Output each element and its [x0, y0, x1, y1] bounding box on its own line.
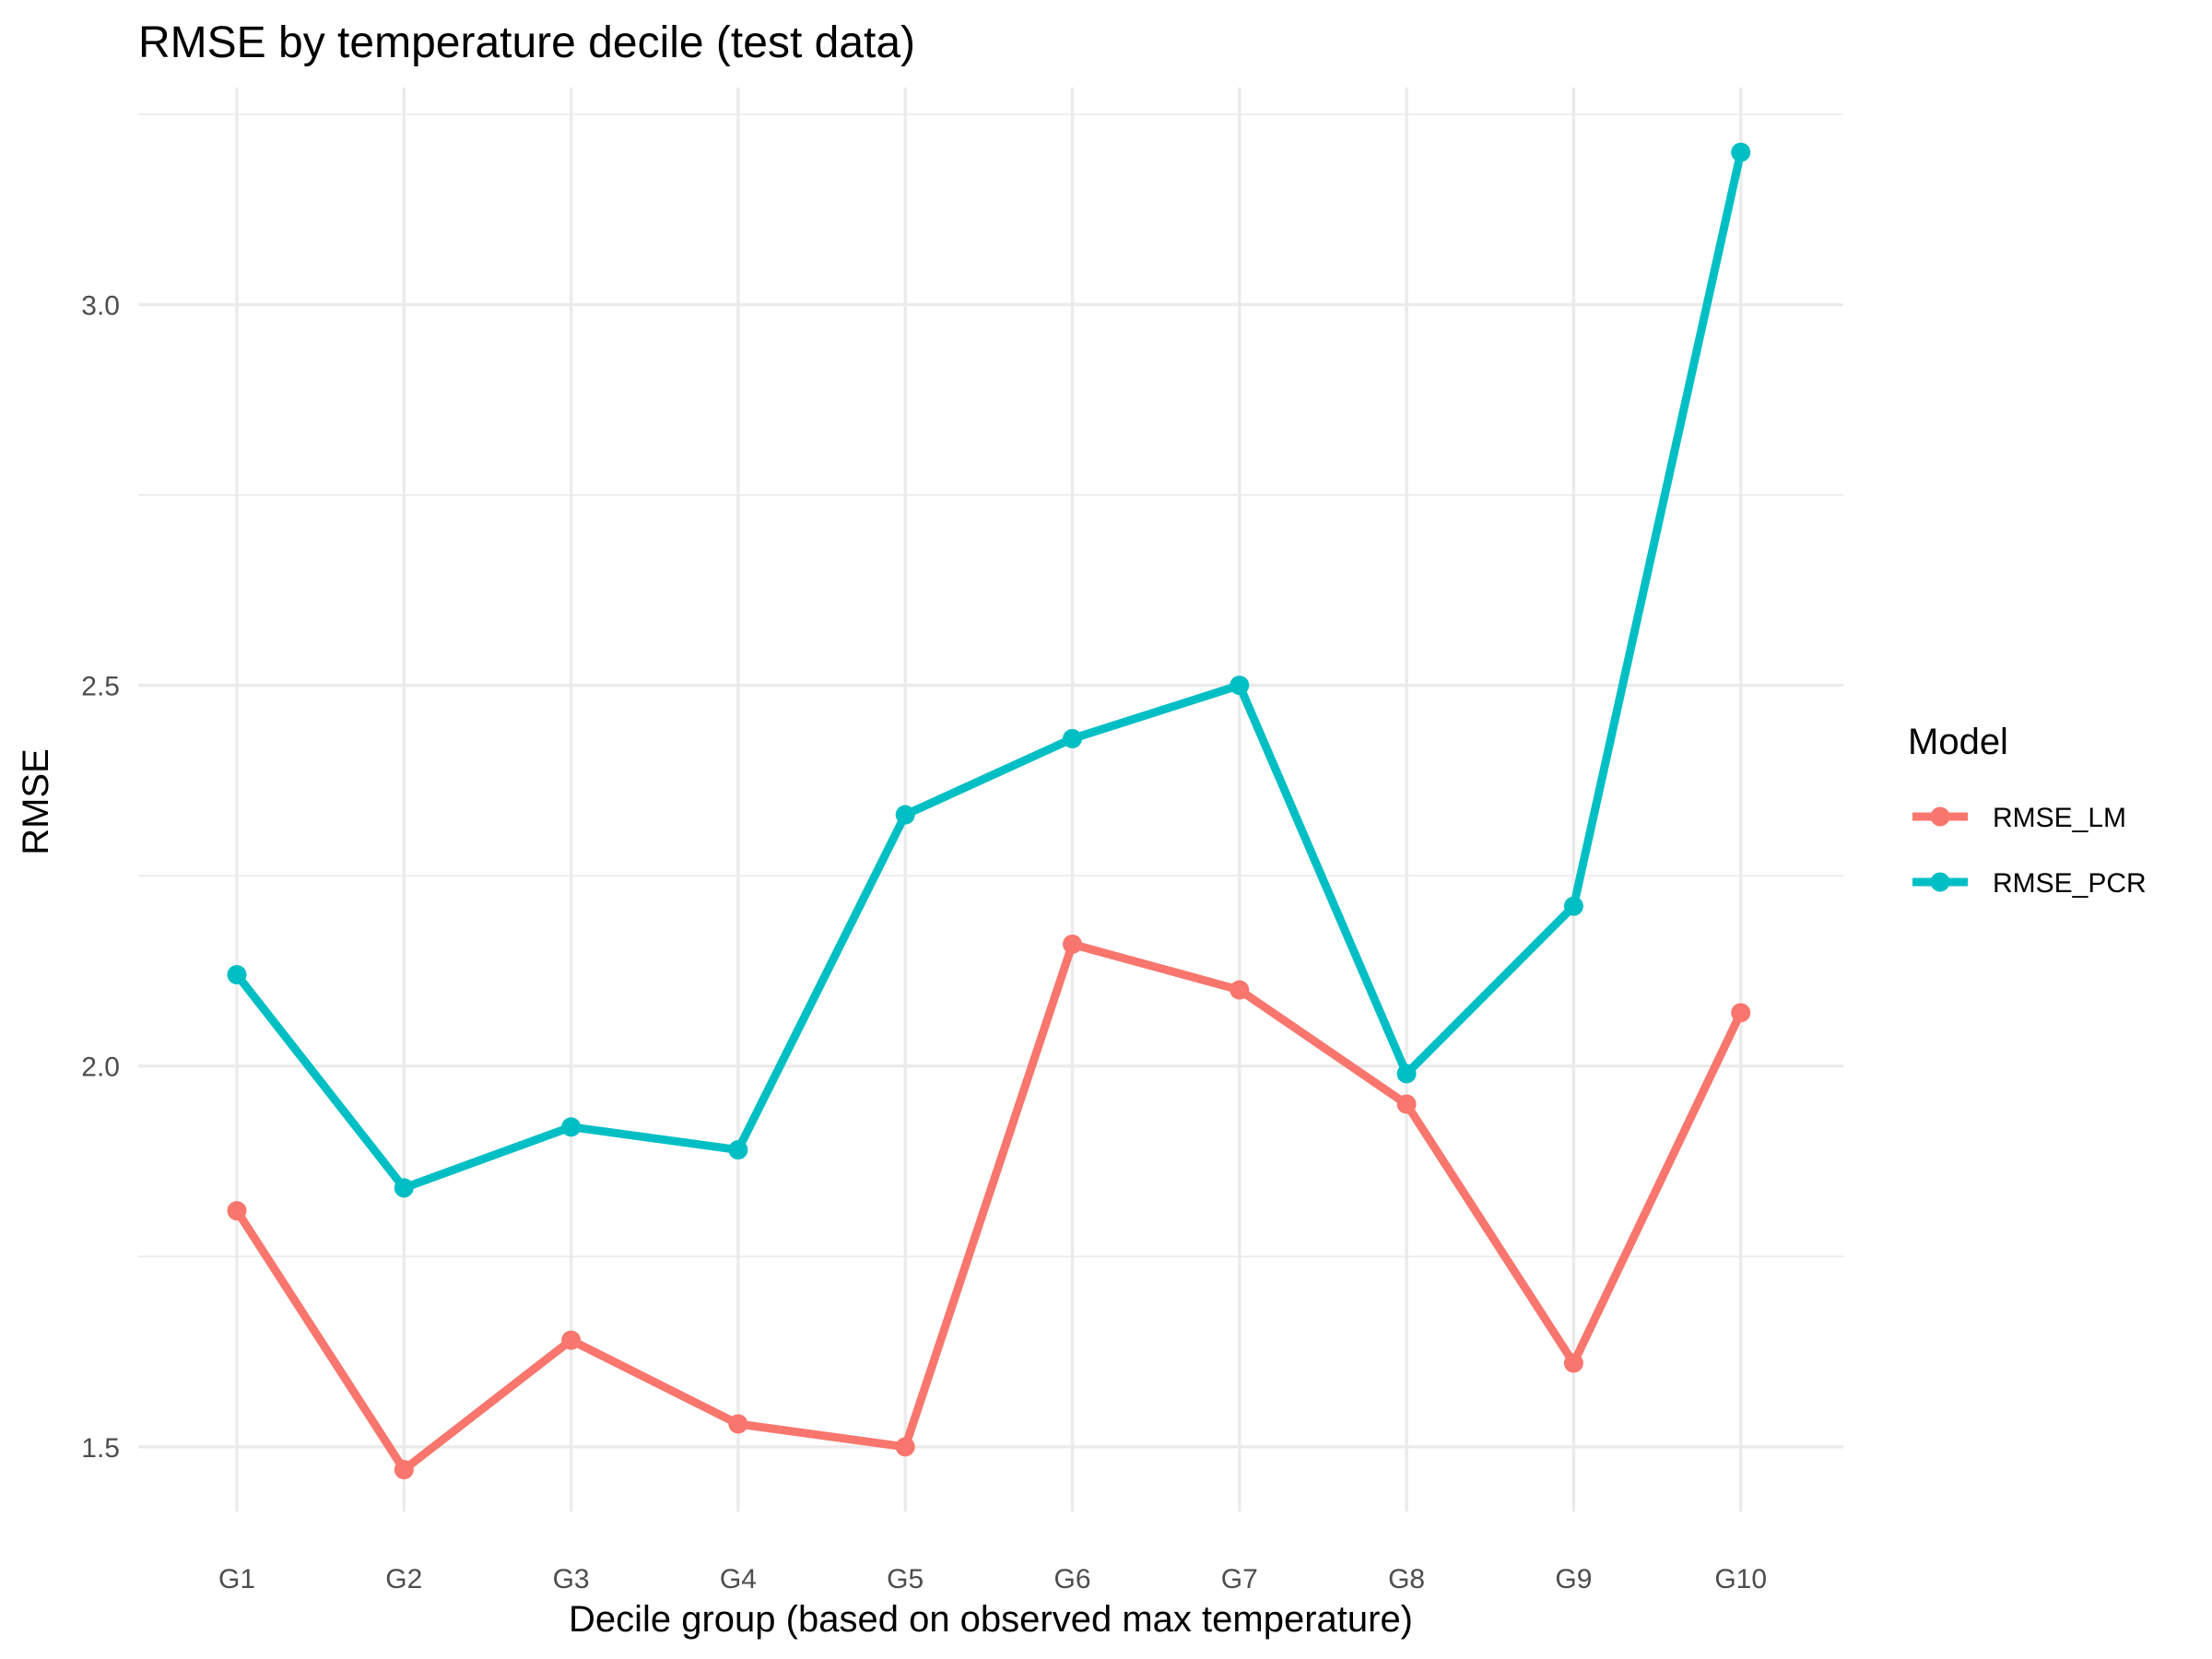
data-point-rmse-pcr [1063, 728, 1082, 748]
data-point-rmse-lm [1230, 980, 1250, 1000]
y-tick-label: 2.0 [81, 1053, 120, 1083]
x-tick-label: G2 [385, 1564, 422, 1594]
legend-item-rmse-pcr: RMSE_PCR [1912, 868, 2147, 899]
x-tick-label: G3 [553, 1564, 590, 1594]
x-tick-label: G10 [1714, 1564, 1767, 1594]
legend-key-point [1930, 872, 1950, 892]
series-rmse-lm [227, 934, 1751, 1480]
data-point-rmse-pcr [561, 1117, 582, 1137]
x-tick-label: G7 [1221, 1564, 1258, 1594]
legend-items: RMSE_LM RMSE_PCR [1912, 803, 2147, 899]
x-tick-label: G6 [1053, 1564, 1090, 1594]
data-point-rmse-lm [394, 1460, 414, 1480]
legend: Model RMSE_LM RMSE_PCR [1908, 722, 2147, 899]
data-point-rmse-lm [561, 1330, 582, 1350]
y-axis-ticks: 1.5 2.0 2.5 3.0 [81, 290, 120, 1463]
x-tick-label: G9 [1555, 1564, 1592, 1594]
y-tick-label: 2.5 [81, 672, 120, 702]
data-point-rmse-lm [1563, 1353, 1583, 1373]
series-lines [227, 142, 1751, 1480]
data-point-rmse-lm [1731, 1003, 1751, 1023]
x-tick-label: G5 [887, 1564, 924, 1594]
x-tick-label: G4 [720, 1564, 757, 1594]
y-axis-title: RMSE [16, 748, 56, 855]
chart-title: RMSE by temperature decile (test data) [138, 18, 915, 67]
series-line-rmse-pcr [233, 151, 1746, 1193]
x-axis-ticks: G1 G2 G3 G4 G5 G6 G7 G8 G9 G10 [218, 1564, 1767, 1594]
series-rmse-pcr [227, 142, 1751, 1198]
data-point-rmse-pcr [227, 965, 247, 985]
legend-item-rmse-lm: RMSE_LM [1912, 803, 2126, 833]
x-tick-label: G1 [218, 1564, 255, 1594]
series-line-rmse-lm [233, 939, 1745, 1475]
data-point-rmse-lm [1063, 934, 1082, 954]
legend-key-point [1930, 806, 1950, 827]
data-point-rmse-lm [895, 1437, 915, 1457]
data-point-rmse-lm [227, 1201, 247, 1221]
legend-title: Model [1908, 722, 2008, 762]
data-point-rmse-pcr [895, 805, 915, 825]
data-point-rmse-lm [1396, 1094, 1417, 1114]
legend-label: RMSE_PCR [1993, 868, 2147, 899]
data-point-rmse-pcr [1731, 142, 1751, 162]
y-tick-label: 1.5 [81, 1433, 120, 1464]
x-axis-title: Decile group (based on observed max temp… [569, 1599, 1413, 1640]
data-point-rmse-pcr [728, 1140, 748, 1160]
data-point-rmse-pcr [1396, 1064, 1417, 1084]
data-point-rmse-pcr [394, 1178, 414, 1198]
y-tick-label: 3.0 [81, 290, 120, 321]
data-point-rmse-lm [728, 1414, 748, 1434]
data-point-rmse-pcr [1230, 676, 1250, 696]
x-tick-label: G8 [1388, 1564, 1425, 1594]
legend-label: RMSE_LM [1993, 803, 2126, 833]
data-point-rmse-pcr [1563, 896, 1583, 916]
gridlines [138, 88, 1843, 1512]
